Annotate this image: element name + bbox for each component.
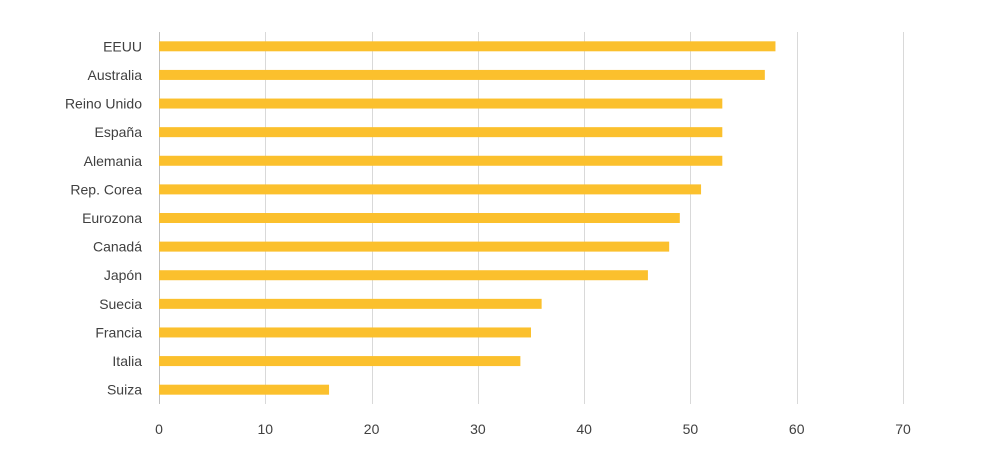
bar <box>159 184 702 195</box>
bar <box>159 155 723 166</box>
x-tick-label: 30 <box>470 421 486 437</box>
bar <box>159 213 680 223</box>
category-label: EEUU <box>103 38 142 54</box>
category-label: Eurozona <box>82 210 142 226</box>
x-tick-label: 20 <box>364 421 380 437</box>
bar <box>159 384 330 395</box>
category-label: Alemania <box>84 153 143 169</box>
category-label: Australia <box>88 67 143 83</box>
category-label: Japón <box>104 267 142 283</box>
category-label: Rep. Corea <box>70 181 142 197</box>
x-tick-label: 60 <box>789 421 805 437</box>
bar <box>159 241 670 252</box>
category-labels: EEUU Australia Reino Unido España Alemania Re… <box>65 38 142 397</box>
bar <box>159 270 648 281</box>
category-label: Suiza <box>107 382 142 398</box>
bars <box>159 41 776 395</box>
bar <box>159 327 531 338</box>
category-label: Francia <box>95 324 142 340</box>
bar <box>159 127 723 138</box>
bar <box>159 356 521 367</box>
bar <box>159 41 776 52</box>
bar <box>159 98 723 109</box>
x-tick-label: 0 <box>155 421 163 437</box>
x-tick-label: 10 <box>257 421 273 437</box>
category-label: España <box>95 124 143 140</box>
x-tick-labels: 0 10 20 30 40 50 60 70 <box>155 421 911 437</box>
x-tick-label: 50 <box>683 421 699 437</box>
bar <box>159 298 542 309</box>
category-label: Canadá <box>93 239 142 255</box>
category-label: Italia <box>112 353 142 369</box>
category-label: Reino Unido <box>65 96 142 112</box>
x-tick-label: 70 <box>895 421 911 437</box>
bar <box>159 69 765 80</box>
category-label: Suecia <box>99 296 142 312</box>
x-tick-label: 40 <box>576 421 592 437</box>
